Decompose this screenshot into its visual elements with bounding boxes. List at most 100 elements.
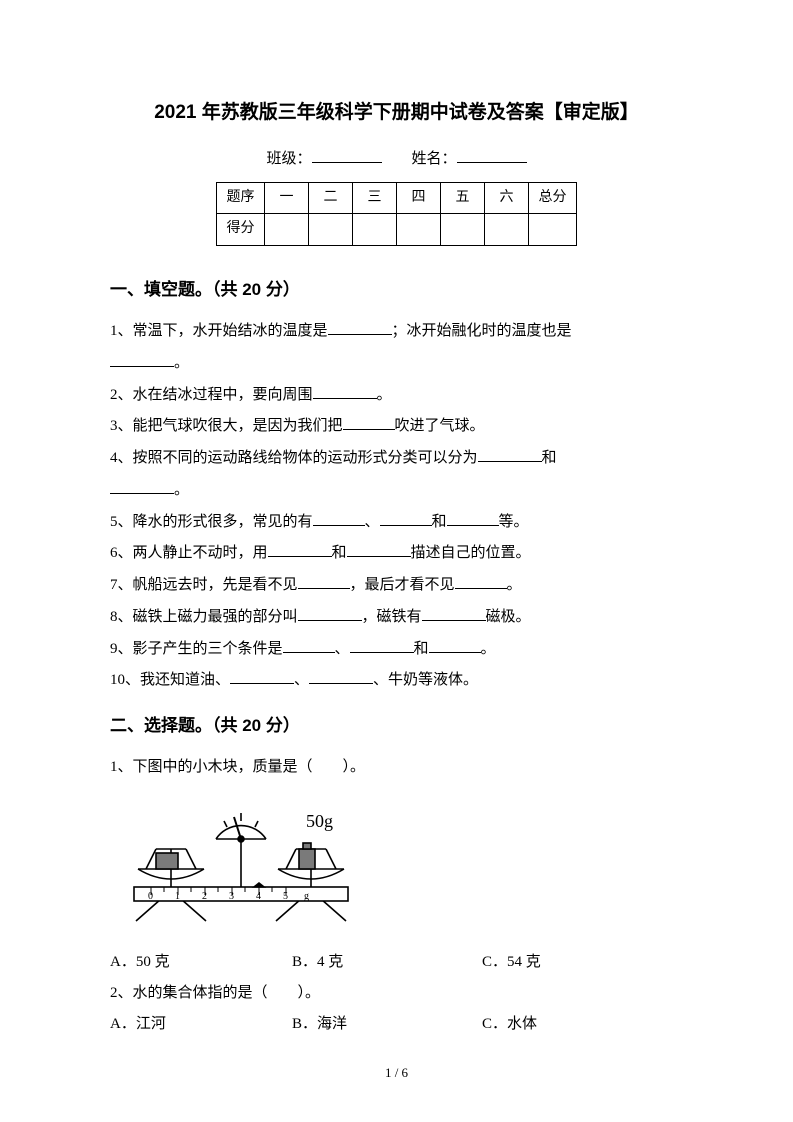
s2-q1-options: A．50 克 B．4 克 C．54 克 [110,948,683,977]
q6: 6、两人静止不动时，用 和 描述自己的位置。 [110,538,683,569]
score-cell[interactable] [485,214,529,246]
s2-q2: 2、水的集合体指的是（ ）。 [110,978,683,1009]
ruler-tick: 0 [148,891,153,902]
exam-title: 2021 年苏教版三年级科学下册期中试卷及答案【审定版】 [110,95,683,131]
q-text: 8、磁铁上磁力最强的部分叫 [110,609,298,625]
section-2-title: 二、选择题。（共 20 分） [110,710,683,742]
table-row: 得分 [217,214,577,246]
class-name-row: 班级： 姓名： [110,145,683,174]
blank[interactable] [110,477,174,494]
col-head: 三 [353,182,397,214]
q-text: 和 [432,514,447,530]
q-text: 2、水在结冰过程中，要向周围 [110,387,313,403]
q-text: ，最后才看不见 [350,577,455,593]
blank[interactable] [268,541,332,558]
class-label: 班级： [266,151,311,167]
blank[interactable] [478,446,542,463]
q-text: 、牛奶等液体。 [373,672,478,688]
blank[interactable] [422,604,486,621]
table-row: 题序 一 二 三 四 五 六 总分 [217,182,577,214]
blank[interactable] [230,668,294,685]
option-c[interactable]: C．水体 [482,1010,683,1039]
blank[interactable] [309,668,373,685]
col-head: 五 [441,182,485,214]
q-text: 。 [377,387,392,403]
option-c[interactable]: C．54 克 [482,948,683,977]
col-head: 六 [485,182,529,214]
score-cell[interactable] [353,214,397,246]
q-text: 6、两人静止不动时，用 [110,545,268,561]
q-text: 4、按照不同的运动路线给物体的运动形式分类可以分为 [110,450,478,466]
q-text: 磁极。 [486,609,531,625]
col-head: 二 [309,182,353,214]
q-text: 、 [365,514,380,530]
q-text: 9、影子产生的三个条件是 [110,641,283,657]
q-text: 。 [174,482,189,498]
q-text: 1、常温下，水开始结冰的温度是 [110,323,328,339]
q-text: 和 [542,450,557,466]
score-cell[interactable] [309,214,353,246]
q-text: 等。 [499,514,529,530]
blank[interactable] [350,636,414,653]
q-text: 描述自己的位置。 [411,545,531,561]
blank[interactable] [298,573,350,590]
score-cell[interactable] [397,214,441,246]
blank[interactable] [347,541,411,558]
q8: 8、磁铁上磁力最强的部分叫，磁铁有磁极。 [110,602,683,633]
balance-scale-icon: 50g 0 1 2 3 4 5 g [116,791,366,931]
blank[interactable] [343,414,395,431]
s2-q1: 1、下图中的小木块，质量是（ ）。 [110,752,683,783]
total-head: 总分 [529,182,577,214]
q5: 5、降水的形式很多，常见的有 、 和 等。 [110,507,683,538]
option-a[interactable]: A．50 克 [110,948,292,977]
ruler-tick: g [304,891,309,902]
score-cell[interactable] [441,214,485,246]
q4: 4、按照不同的运动路线给物体的运动形式分类可以分为 和 [110,443,683,474]
blank[interactable] [298,604,362,621]
score-cell[interactable] [529,214,577,246]
option-b[interactable]: B．4 克 [292,948,482,977]
q7: 7、帆船远去时，先是看不见，最后才看不见。 [110,570,683,601]
q9: 9、影子产生的三个条件是、和。 [110,634,683,665]
page-number: 1 / 6 [0,1061,793,1086]
blank[interactable] [447,509,499,526]
q-text: 10、我还知道油、 [110,672,230,688]
col-head: 一 [265,182,309,214]
blank[interactable] [455,573,507,590]
q-text: 5、降水的形式很多，常见的有 [110,514,313,530]
s2-q2-options: A．江河 B．海洋 C．水体 [110,1010,683,1039]
blank[interactable] [313,509,365,526]
balance-figure: 50g 0 1 2 3 4 5 g [116,791,683,942]
q-text: 。 [174,355,189,371]
ruler-tick: 3 [229,891,234,902]
q4-cont: 。 [110,475,683,506]
q2: 2、水在结冰过程中，要向周围 。 [110,380,683,411]
q-text: 、 [335,641,350,657]
q1-cont: 。 [110,348,683,379]
q-text: 吹进了气球。 [395,418,485,434]
blank[interactable] [380,509,432,526]
q-text: 。 [507,577,522,593]
option-a[interactable]: A．江河 [110,1010,292,1039]
blank[interactable] [110,350,174,367]
q-text: 、 [294,672,309,688]
section-1-title: 一、填空题。（共 20 分） [110,274,683,306]
q3: 3、能把气球吹很大，是因为我们把吹进了气球。 [110,411,683,442]
name-blank[interactable] [457,147,527,164]
q10: 10、我还知道油、 、 、牛奶等液体。 [110,665,683,696]
blank[interactable] [313,382,377,399]
option-b[interactable]: B．海洋 [292,1010,482,1039]
score-cell[interactable] [265,214,309,246]
q1: 1、常温下，水开始结冰的温度是 ；冰开始融化时的温度也是 [110,316,683,347]
blank[interactable] [328,319,392,336]
class-blank[interactable] [312,147,382,164]
blank[interactable] [429,636,481,653]
row-label: 得分 [217,214,265,246]
col-head: 四 [397,182,441,214]
ruler-tick: 1 [175,891,180,902]
blank[interactable] [283,636,335,653]
ruler-tick: 2 [202,891,207,902]
q-text: 和 [414,641,429,657]
q-text: ；冰开始融化时的温度也是 [392,323,572,339]
q-text: 和 [332,545,347,561]
